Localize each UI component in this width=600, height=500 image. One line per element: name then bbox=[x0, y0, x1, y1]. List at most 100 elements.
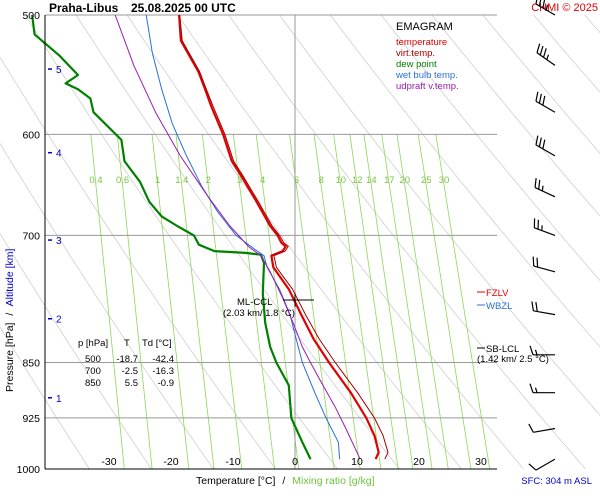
mixing-ratio-line bbox=[333, 134, 382, 470]
ml-ccl-value: (2.03 km/ 1.8 °C) bbox=[223, 308, 295, 319]
legend-item-temperature: temperature bbox=[396, 37, 447, 48]
wind-barb bbox=[529, 345, 555, 356]
table-cell: 500 bbox=[85, 354, 101, 365]
svg-text:Pressure [hPa] / A: Pressure [hPa] / Altitude [km] bbox=[4, 249, 16, 392]
altitude-tick-label: 3 bbox=[56, 236, 62, 247]
mixing-ratio-label: 8 bbox=[318, 175, 323, 186]
temperature-tick-label: 10 bbox=[351, 456, 363, 468]
temperature-tick-label: 20 bbox=[413, 456, 425, 468]
sounding-series bbox=[31, 14, 389, 460]
x-axis-separator: / bbox=[282, 475, 285, 487]
mixing-ratio-label: 30 bbox=[439, 175, 450, 186]
altitude-axis-label: Altitude [km] bbox=[4, 249, 16, 307]
wind-barb bbox=[535, 0, 556, 16]
series-temperature bbox=[178, 14, 380, 460]
wind-barb bbox=[531, 301, 556, 316]
mixing-ratio-label: 1 bbox=[155, 175, 160, 186]
altitude-tick-label: 2 bbox=[56, 315, 62, 326]
level-table: p [hPa] T Td [°C] 500 -18.7 -42.4 700 -2… bbox=[78, 338, 174, 389]
table-cell: 700 bbox=[85, 366, 101, 377]
table-cell: -0.9 bbox=[158, 378, 174, 389]
altitude-tick-label: 1 bbox=[56, 394, 62, 405]
mixing-ratio-line bbox=[349, 134, 399, 470]
dry-adiabat bbox=[0, 326, 90, 470]
legend-item-dew-point: dew point bbox=[396, 59, 437, 70]
pressure-tick-label: 600 bbox=[22, 129, 40, 141]
dry-adiabat bbox=[177, 14, 524, 470]
mixing-ratio-line bbox=[116, 134, 153, 470]
dry-adiabat bbox=[228, 14, 586, 470]
dry-adiabat bbox=[126, 14, 462, 470]
mixing-ratio-line bbox=[435, 134, 491, 470]
pressure-tick-labels: 500 600 700 850 925 1000 bbox=[17, 10, 41, 476]
mixing-ratio-label: 20 bbox=[399, 175, 410, 186]
dry-adiabat bbox=[482, 14, 600, 154]
table-header-td: Td [°C] bbox=[142, 338, 172, 349]
temperature-tick-label: 30 bbox=[475, 456, 487, 468]
wind-barb bbox=[529, 383, 555, 394]
mixing-ratio-line bbox=[289, 134, 335, 470]
dry-adiabat bbox=[380, 14, 600, 282]
altitude-tick-label: 5 bbox=[56, 65, 62, 76]
mixing-ratio-label: 4 bbox=[260, 175, 265, 186]
mixing-ratio-line bbox=[175, 134, 215, 470]
temperature-tick-labels: -30 -20 -10 0 10 20 30 bbox=[101, 456, 487, 468]
series-dew-point bbox=[31, 14, 312, 460]
dry-adiabat bbox=[279, 14, 600, 416]
wind-barb bbox=[528, 423, 556, 433]
mixing-ratio-label: 10 bbox=[336, 175, 347, 186]
mixing-ratio-line bbox=[363, 134, 414, 470]
wbzl-label: WBZL bbox=[486, 301, 512, 312]
altitude-tick-label: 4 bbox=[56, 149, 62, 160]
mixing-ratio-label: 25 bbox=[421, 175, 432, 186]
legend: EMAGRAM temperature virt.temp. dew point… bbox=[395, 21, 459, 92]
mixing-ratio-labels: 0.4 0.6 1 1.4 2 3 4 6 8 10 12 14 17 20 25 30 bbox=[89, 175, 449, 186]
table-cell: -2.5 bbox=[122, 366, 138, 377]
mixing-ratio-label: 12 bbox=[352, 175, 363, 186]
mixing-ratio-axis-label: Mixing ratio [g/kg] bbox=[292, 475, 374, 487]
pressure-tick-label: 850 bbox=[22, 358, 40, 370]
series-wet-bulb-temp bbox=[145, 14, 341, 460]
credit-text: CHMI © 2025 bbox=[531, 2, 598, 14]
mixing-ratio-lines bbox=[90, 134, 491, 470]
mixing-ratio-label: 14 bbox=[366, 175, 377, 186]
table-cell: -16.3 bbox=[152, 366, 174, 377]
table-cell: -42.4 bbox=[152, 354, 174, 365]
legend-item-updraft: udpraft v.temp. bbox=[396, 81, 459, 92]
mixing-ratio-line bbox=[201, 134, 243, 470]
wind-barb bbox=[535, 135, 556, 157]
temperature-tick-label: 0 bbox=[292, 456, 298, 468]
series-virt-temp bbox=[179, 14, 389, 460]
table-header-t: T bbox=[124, 338, 130, 349]
table-cell: 5.5 bbox=[125, 378, 138, 389]
sb-lcl-label: SB-LCL bbox=[486, 344, 519, 355]
station-name: Praha-Libus bbox=[49, 1, 119, 15]
temperature-tick-label: -20 bbox=[163, 456, 178, 468]
mixing-ratio-label: 17 bbox=[384, 175, 395, 186]
mixing-ratio-line bbox=[232, 134, 276, 470]
wind-barb bbox=[536, 43, 556, 66]
ml-ccl-label: ML-CCL bbox=[237, 297, 272, 308]
annotations: ML-CCL (2.03 km/ 1.8 °C) FZLV WBZL SB-LC… bbox=[223, 288, 549, 365]
wind-barb bbox=[535, 91, 556, 113]
pressure-tick-label: 1000 bbox=[17, 464, 41, 476]
dry-adiabat bbox=[75, 14, 400, 470]
pressure-tick-label: 500 bbox=[22, 10, 40, 22]
dry-adiabat bbox=[431, 14, 600, 217]
dry-adiabat bbox=[330, 14, 600, 348]
wind-barb bbox=[533, 218, 556, 236]
y-axis-separator: / bbox=[4, 313, 16, 316]
pressure-tick-label: 700 bbox=[22, 230, 40, 242]
mixing-ratio-label: 6 bbox=[294, 175, 299, 186]
table-header-p: p [hPa] bbox=[78, 338, 108, 349]
dry-adiabat bbox=[0, 56, 276, 470]
legend-item-virt-temp: virt.temp. bbox=[396, 48, 435, 59]
wind-barbs bbox=[528, 0, 556, 471]
dry-adiabat bbox=[0, 232, 152, 470]
sounding-datetime: 25.08.2025 00 UTC bbox=[131, 1, 236, 15]
temperature-tick-label: -10 bbox=[225, 456, 240, 468]
altitude-tick-labels: 5 4 3 2 1 bbox=[48, 65, 62, 405]
mixing-ratio-label: 0.6 bbox=[116, 175, 129, 186]
x-axis-label: Temperature [°C] bbox=[196, 475, 276, 487]
